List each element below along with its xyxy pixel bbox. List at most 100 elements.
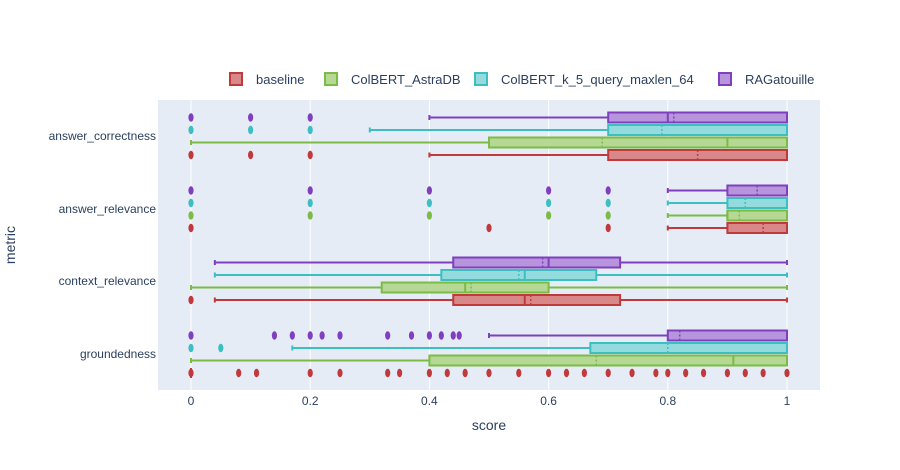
y-tick-label: context_relevance — [59, 274, 157, 288]
y-tick-label: answer_relevance — [59, 202, 157, 216]
box-iqr — [726, 197, 789, 209]
box-answer_correctness[interactable] — [188, 111, 789, 124]
outlier-point — [605, 198, 611, 208]
outlier-point — [760, 368, 766, 378]
outlier-point — [337, 331, 343, 340]
outlier-point — [385, 331, 391, 340]
box-answer_correctness[interactable] — [188, 124, 789, 136]
outlier-point — [188, 125, 194, 135]
box-context_relevance[interactable] — [213, 269, 788, 281]
outlier-point — [188, 295, 194, 305]
outlier-point — [188, 113, 194, 122]
outlier-point — [605, 186, 611, 195]
outlier-point — [188, 186, 194, 195]
box-iqr — [607, 111, 789, 124]
outlier-point — [307, 198, 313, 208]
outlier-point — [307, 186, 313, 195]
outlier-point — [248, 150, 254, 160]
outlier-point — [188, 343, 194, 353]
outlier-point — [218, 343, 224, 353]
outlier-point — [337, 368, 343, 378]
legend-item-ColBERT_k_5_query_maxlen_64[interactable]: ColBERT_k_5_query_maxlen_64 — [474, 72, 694, 87]
legend-swatch — [229, 72, 243, 86]
outlier-point — [188, 368, 194, 378]
legend-swatch — [474, 72, 488, 86]
outlier-point — [307, 211, 313, 220]
series-baseline — [188, 149, 790, 378]
legend-item-RAGatouille[interactable]: RAGatouille — [718, 72, 814, 87]
outlier-point — [563, 368, 570, 378]
legend-label: ColBERT_AstraDB — [351, 72, 461, 87]
outlier-point — [188, 331, 194, 340]
outlier-point — [516, 368, 522, 378]
box-answer_correctness[interactable] — [190, 136, 788, 149]
box-groundedness[interactable] — [188, 368, 790, 378]
outlier-point — [629, 368, 635, 378]
legend[interactable]: baseline ColBERT_AstraDB ColBERT_k_5_query… — [229, 72, 814, 87]
legend-swatch — [324, 72, 338, 86]
outlier-point — [248, 125, 254, 135]
outlier-point — [319, 331, 325, 340]
series-RAGatouille — [188, 111, 789, 342]
legend-item-baseline[interactable]: baseline — [229, 72, 304, 87]
outlier-point — [724, 368, 731, 378]
x-tick-label: 0.6 — [540, 394, 557, 408]
outlier-point — [683, 368, 689, 378]
legend-item-ColBERT_AstraDB[interactable]: ColBERT_AstraDB — [324, 72, 461, 87]
box-iqr — [607, 124, 789, 136]
outlier-point — [236, 368, 242, 378]
box-context_relevance[interactable] — [190, 281, 788, 294]
box-answer_relevance[interactable] — [188, 197, 789, 209]
outlier-point — [408, 331, 415, 340]
x-tick-label: 0.2 — [302, 394, 319, 408]
outlier-point — [248, 113, 254, 122]
x-tick-label: 0 — [188, 394, 195, 408]
outlier-point — [546, 198, 552, 208]
box-iqr — [726, 222, 789, 234]
box-series — [188, 111, 790, 378]
outlier-point — [742, 368, 748, 378]
y-tick-label: answer_correctness — [49, 129, 156, 143]
box-groundedness[interactable] — [190, 354, 788, 367]
box-iqr — [488, 136, 788, 149]
box-iqr — [428, 354, 788, 367]
outlier-point — [462, 368, 468, 378]
box-iqr — [589, 342, 788, 354]
outlier-point — [188, 223, 194, 233]
x-tick-label: 0.4 — [421, 394, 438, 408]
legend-label: ColBERT_k_5_query_maxlen_64 — [501, 72, 694, 87]
outlier-point — [271, 331, 278, 340]
box-iqr — [452, 256, 622, 269]
outlier-point — [307, 368, 313, 378]
outlier-point — [444, 368, 450, 378]
y-axis-title: metric — [2, 226, 18, 264]
box-groundedness[interactable] — [188, 342, 788, 354]
y-tick-label: groundedness — [80, 347, 156, 361]
box-groundedness[interactable] — [188, 329, 788, 342]
x-axis-title: score — [472, 417, 506, 433]
outlier-point — [253, 368, 260, 378]
box-context_relevance[interactable] — [188, 294, 788, 306]
box-iqr — [666, 329, 788, 342]
box-answer_correctness[interactable] — [188, 149, 789, 161]
box-answer_relevance[interactable] — [188, 209, 789, 222]
outlier-point — [307, 125, 313, 135]
series-ColBERT_AstraDB — [188, 136, 789, 367]
legend-label: baseline — [256, 72, 304, 87]
box-context_relevance[interactable] — [213, 256, 788, 269]
outlier-point — [307, 113, 313, 122]
legend-label: RAGatouille — [745, 72, 814, 87]
outlier-point — [307, 331, 313, 340]
outlier-point — [426, 198, 432, 208]
x-tick-label: 0.8 — [659, 394, 676, 408]
outlier-point — [665, 368, 671, 378]
outlier-point — [456, 331, 462, 340]
outlier-point — [486, 223, 492, 233]
outlier-point — [546, 368, 552, 378]
x-axis-ticks: 0 0.2 0.4 0.6 0.8 1 — [188, 394, 791, 408]
box-answer_relevance[interactable] — [188, 184, 789, 197]
outlier-point — [426, 331, 432, 340]
box-answer_relevance[interactable] — [188, 222, 789, 234]
outlier-point — [289, 331, 295, 340]
